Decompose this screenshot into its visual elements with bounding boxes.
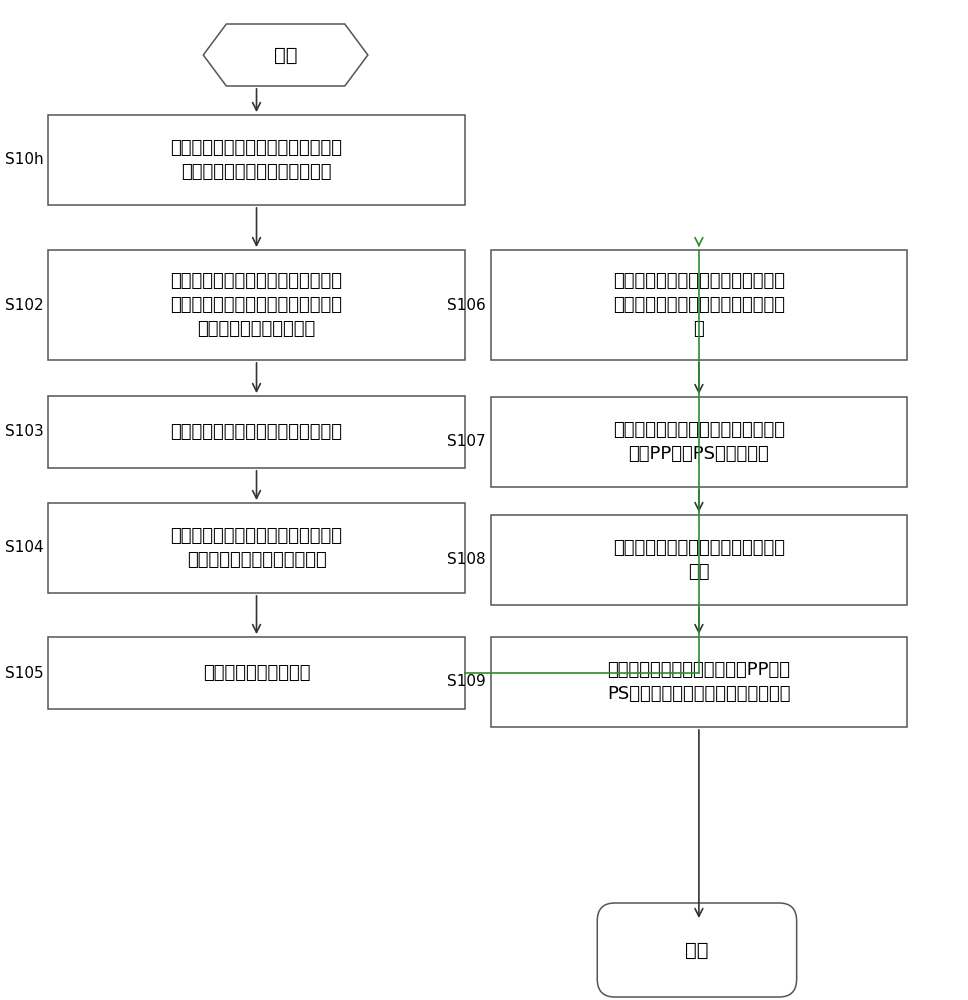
FancyBboxPatch shape — [491, 397, 907, 487]
Text: 结束: 结束 — [685, 940, 709, 960]
Text: 根据所述的统计模型参数确定符合该
工区的模型参数先验分布函数: 根据所述的统计模型参数确定符合该 工区的模型参数先验分布函数 — [170, 527, 343, 569]
FancyBboxPatch shape — [597, 903, 797, 997]
Text: 基于所述的地震叠前道集、测井数据
以及实际井旁角度域地震道集确定地
震子波以及振幅缩放因子: 基于所述的地震叠前道集、测井数据 以及实际井旁角度域地震道集确定地 震子波以及振… — [170, 272, 343, 338]
Text: S107: S107 — [447, 434, 486, 450]
FancyBboxPatch shape — [48, 637, 465, 709]
Text: 采集工区内的地震叠前道集、测井数
据以及实际井旁角度域地震道集: 采集工区内的地震叠前道集、测井数 据以及实际井旁角度域地震道集 — [170, 139, 343, 181]
Text: S103: S103 — [5, 424, 44, 440]
Text: 根据所述的地震构造解释资料以及测
井数据建立深度域的初始弹性参数模
型: 根据所述的地震构造解释资料以及测 井数据建立深度域的初始弹性参数模 型 — [613, 272, 785, 338]
Text: S109: S109 — [447, 674, 486, 690]
Text: S104: S104 — [5, 540, 44, 556]
Text: 根据所述深度域的初始弹性参数模型
确定PP波与PS波反演残差: 根据所述深度域的初始弹性参数模型 确定PP波与PS波反演残差 — [613, 421, 785, 463]
Text: 采集地震构造解释资料: 采集地震构造解释资料 — [202, 664, 311, 682]
Text: 开始: 开始 — [274, 45, 297, 64]
FancyBboxPatch shape — [491, 637, 907, 727]
Text: S10h: S10h — [5, 152, 44, 167]
FancyBboxPatch shape — [48, 503, 465, 593]
Text: S106: S106 — [447, 298, 486, 312]
FancyBboxPatch shape — [491, 515, 907, 605]
Text: 采集工区内测井数据的统计模型参数: 采集工区内测井数据的统计模型参数 — [170, 423, 343, 441]
Text: 构建最大后验概率意义下的反演目标
函数: 构建最大后验概率意义下的反演目标 函数 — [613, 539, 785, 581]
FancyBboxPatch shape — [48, 396, 465, 468]
FancyBboxPatch shape — [491, 250, 907, 360]
FancyBboxPatch shape — [48, 250, 465, 360]
Text: S108: S108 — [447, 552, 486, 568]
Polygon shape — [203, 24, 368, 86]
Text: S105: S105 — [5, 666, 44, 680]
Text: S102: S102 — [5, 298, 44, 312]
Text: 根据所述的反演目标函数以及PP波与
PS波反演残差确定最优弹性参数模型: 根据所述的反演目标函数以及PP波与 PS波反演残差确定最优弹性参数模型 — [607, 661, 791, 703]
FancyBboxPatch shape — [48, 115, 465, 205]
